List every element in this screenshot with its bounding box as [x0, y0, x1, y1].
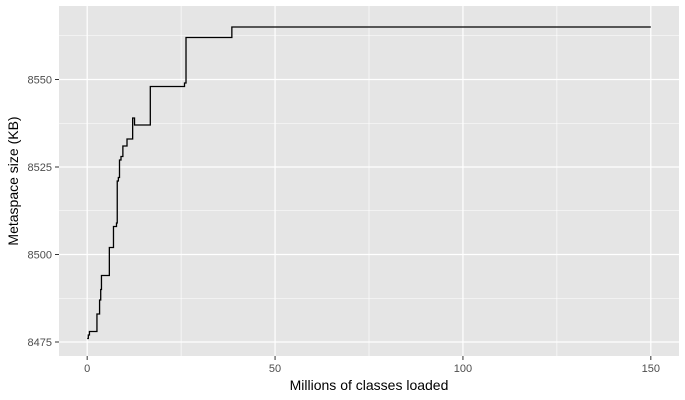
major-grid	[59, 6, 679, 356]
x-tick-label: 0	[84, 363, 90, 375]
y-tick-label: 8500	[28, 250, 52, 262]
x-axis: 0 50 100 150	[84, 356, 660, 375]
minor-grid	[59, 6, 679, 356]
y-axis-title: Metaspace size (KB)	[5, 116, 21, 245]
x-tick-label: 100	[454, 363, 472, 375]
x-axis-title: Millions of classes loaded	[290, 377, 449, 393]
y-tick-label: 8475	[28, 337, 52, 349]
x-tick-label: 50	[269, 363, 281, 375]
metaspace-step-line	[87, 26, 651, 340]
y-tick-label: 8550	[28, 75, 52, 87]
y-axis: 8475 8500 8525 8550	[28, 75, 59, 349]
y-tick-label: 8525	[28, 162, 52, 174]
x-tick-label: 150	[642, 363, 660, 375]
